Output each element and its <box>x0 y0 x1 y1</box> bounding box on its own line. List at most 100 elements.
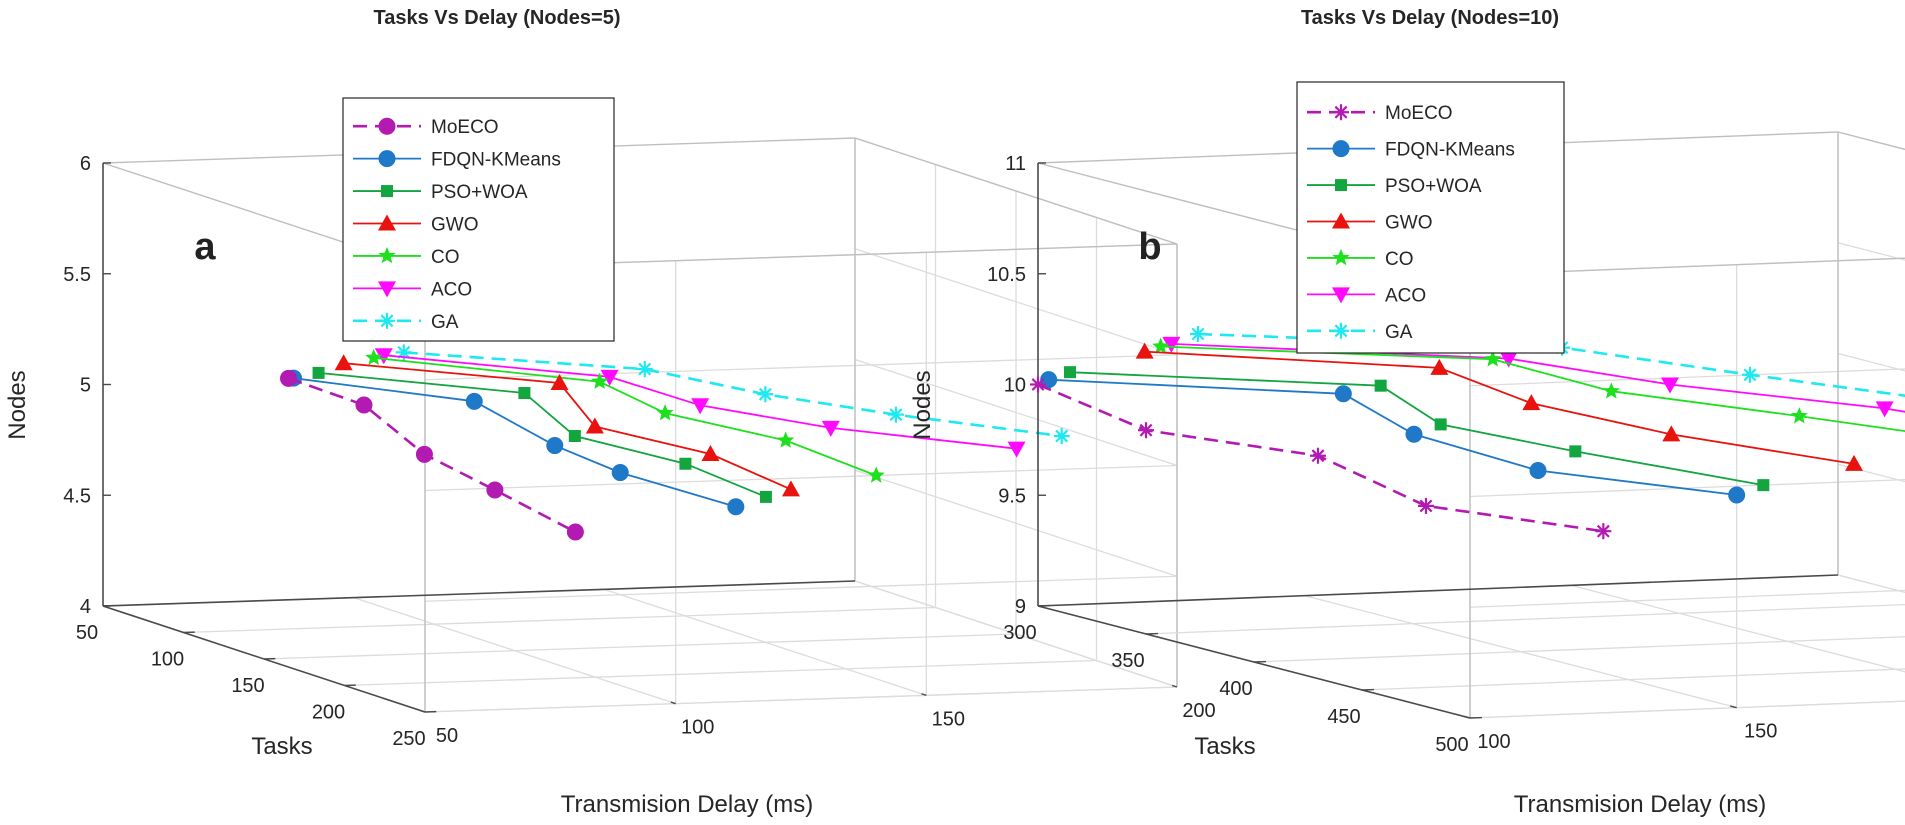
data-point <box>1030 376 1046 393</box>
z-tick-label: 5 <box>80 375 91 397</box>
data-point <box>566 523 584 541</box>
data-point <box>1152 337 1170 354</box>
chart-panel-b: Tasks Vs Delay (Nodes=10) 300 350 400 450 50… <box>909 7 1905 818</box>
z-tick-label: 10 <box>1004 375 1026 397</box>
z-tick-label: 9 <box>1015 596 1026 618</box>
data-point <box>1569 445 1582 458</box>
floor-grid-line <box>1469 700 1905 719</box>
series-moeco <box>1030 376 1612 540</box>
x-tick-label: 300 <box>1003 622 1036 644</box>
data-point <box>585 417 604 434</box>
y-axis-line <box>102 580 856 607</box>
z-tick-label: 11 <box>1005 153 1026 175</box>
data-point-stroke <box>638 362 652 376</box>
data-point-stroke <box>889 408 903 422</box>
y-tick-mark <box>419 709 426 713</box>
data-point <box>777 431 795 448</box>
data-point <box>415 445 433 463</box>
wall-grid-line <box>1469 478 1905 498</box>
data-point <box>1007 441 1026 458</box>
legend-marker <box>1332 140 1350 158</box>
data-point <box>1595 523 1612 540</box>
data-point <box>1845 454 1863 471</box>
data-point <box>279 369 297 387</box>
chart-title: Tasks Vs Delay (Nodes=10) <box>1301 7 1559 29</box>
legend-marker <box>1333 104 1349 121</box>
data-point <box>1875 401 1894 418</box>
x-tick-label: 350 <box>1111 650 1144 672</box>
legend-marker <box>378 150 396 168</box>
data-point <box>1430 358 1449 375</box>
legend-marker <box>378 117 396 135</box>
floor-grid-line <box>263 633 1017 660</box>
y-axis-line <box>1037 574 1839 607</box>
chart-panel-a: Tasks Vs Delay (Nodes=5) 50 100 150 200 250 5… <box>4 7 1216 818</box>
x-tick-label: 100 <box>151 649 184 671</box>
data-point <box>759 490 772 503</box>
floor-grid-line <box>1304 595 1737 709</box>
y-axis-label: Transmision Delay (ms) <box>1514 791 1766 818</box>
data-point <box>781 480 800 497</box>
legend: MoECO FDQN-KMeans PSO+WOA GWO CO ACO GA <box>1296 81 1565 354</box>
legend-label: FDQN-KMeans <box>431 150 561 171</box>
data-point <box>1053 428 1070 445</box>
legend-label: GA <box>1385 322 1413 343</box>
data-point <box>546 437 564 455</box>
data-point <box>1602 382 1620 399</box>
series-pso-woa <box>312 366 772 503</box>
legend-marker <box>1332 287 1350 304</box>
data-point <box>701 445 720 462</box>
series-line <box>403 351 1062 438</box>
y-tick-label: 150 <box>1744 721 1777 743</box>
data-point-stroke <box>1311 449 1325 463</box>
data-point <box>568 430 581 443</box>
series-moeco <box>279 369 584 541</box>
z-tick-label: 6 <box>80 153 91 175</box>
data-point <box>1728 486 1746 504</box>
data-point <box>1405 425 1423 443</box>
legend-marker-stroke <box>380 314 394 328</box>
series-line <box>373 356 877 477</box>
data-point <box>550 373 569 390</box>
legend-marker <box>1332 248 1350 266</box>
y-tick-mark <box>1730 705 1737 709</box>
y-axis-label: Transmision Delay (ms) <box>561 791 813 818</box>
data-point <box>1138 422 1154 439</box>
data-point <box>679 457 692 470</box>
series-gwo <box>1135 342 1863 471</box>
series-line <box>1160 345 1905 433</box>
legend-label: MoECO <box>431 117 499 138</box>
legend-marker-stroke <box>1334 324 1348 338</box>
wall-grid-line <box>854 580 1178 688</box>
data-point <box>355 396 373 414</box>
floor-grid-line <box>1361 668 1905 691</box>
data-point <box>1162 336 1181 353</box>
data-point <box>1662 425 1681 442</box>
legend-label: MoECO <box>1385 103 1453 124</box>
legend-entry: CO <box>353 246 460 268</box>
data-point-stroke <box>1139 423 1153 437</box>
legend-entry: PSO+WOA <box>1307 176 1482 197</box>
z-axis-label: Nodes <box>4 370 31 439</box>
data-point <box>1522 394 1541 411</box>
legend-entry: GWO <box>353 214 479 236</box>
data-point <box>1334 385 1352 403</box>
wall-grid-line <box>424 575 1178 602</box>
wall-grid-line <box>1469 368 1905 387</box>
data-point <box>465 392 483 410</box>
z-tick-label: 10.5 <box>987 264 1026 286</box>
x-tick-label: 150 <box>231 675 264 697</box>
data-point <box>1434 418 1447 431</box>
data-point <box>1790 407 1808 424</box>
wall-grid-line <box>1469 589 1905 608</box>
floor-grid-line <box>183 606 936 634</box>
data-point-stroke <box>1419 499 1433 513</box>
data-point <box>727 498 745 516</box>
data-point <box>1064 366 1076 379</box>
floor-grid-line <box>1145 603 1905 635</box>
y-tick-mark <box>1171 684 1178 688</box>
box-edge <box>1469 257 1905 276</box>
series-pso-woa <box>1064 366 1770 492</box>
legend-entry: ACO <box>1307 285 1426 306</box>
y-tick-label: 100 <box>1477 731 1510 753</box>
